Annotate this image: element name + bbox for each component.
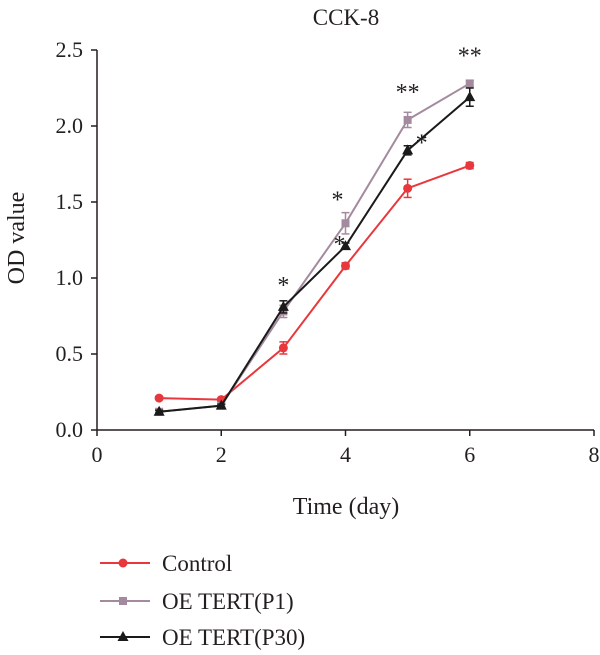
data-point — [340, 240, 351, 251]
data-point — [277, 300, 289, 311]
data-point — [153, 405, 165, 416]
significance-annotation: ** — [396, 80, 420, 106]
chart-title: CCK-8 — [313, 5, 379, 30]
x-tick-label: 0 — [92, 442, 103, 467]
y-tick-label: 2.5 — [56, 37, 84, 62]
x-tick-label: 6 — [464, 442, 475, 467]
data-point — [154, 393, 164, 403]
legend-label: OE TERT(P1) — [162, 589, 294, 614]
y-tick-label: 1.0 — [56, 265, 84, 290]
significance-annotation: * — [332, 187, 344, 213]
data-point — [341, 261, 350, 271]
series-1 — [154, 161, 475, 405]
y-tick-label: 2.0 — [56, 113, 84, 138]
x-tick-label: 4 — [340, 442, 351, 467]
legend-marker — [118, 558, 128, 568]
x-axis-label: Time (day) — [293, 494, 399, 520]
data-point — [465, 161, 475, 171]
y-tick-label: 1.5 — [56, 189, 84, 214]
y-axis-label: OD value — [4, 192, 30, 285]
legend-label: OE TERT(P30) — [162, 625, 305, 650]
legend-item-2: OE TERT(P1) — [100, 589, 294, 614]
significance-annotation: * — [277, 273, 289, 299]
y-tick-label: 0.5 — [56, 341, 84, 366]
legend-label: Control — [162, 551, 232, 576]
legend-marker — [119, 597, 127, 605]
series-line — [159, 96, 471, 413]
significance-annotation: ** — [458, 43, 482, 69]
y-tick-label: 0.0 — [56, 417, 84, 442]
data-point — [465, 79, 474, 88]
data-point — [341, 219, 350, 228]
legend-item-1: Control — [100, 551, 232, 576]
series-3 — [153, 87, 476, 416]
data-point — [215, 399, 227, 410]
x-tick-label: 2 — [216, 442, 227, 467]
significance-annotation: * — [416, 130, 428, 156]
data-point — [464, 91, 476, 102]
legend-marker — [117, 631, 129, 641]
data-point — [278, 343, 288, 353]
data-point — [403, 115, 412, 124]
series-line — [159, 164, 471, 401]
data-point — [403, 183, 413, 193]
significance-annotation: * — [334, 232, 346, 258]
data-point — [402, 144, 414, 155]
legend-item-3: OE TERT(P30) — [100, 625, 305, 650]
x-tick-label: 8 — [589, 442, 600, 467]
